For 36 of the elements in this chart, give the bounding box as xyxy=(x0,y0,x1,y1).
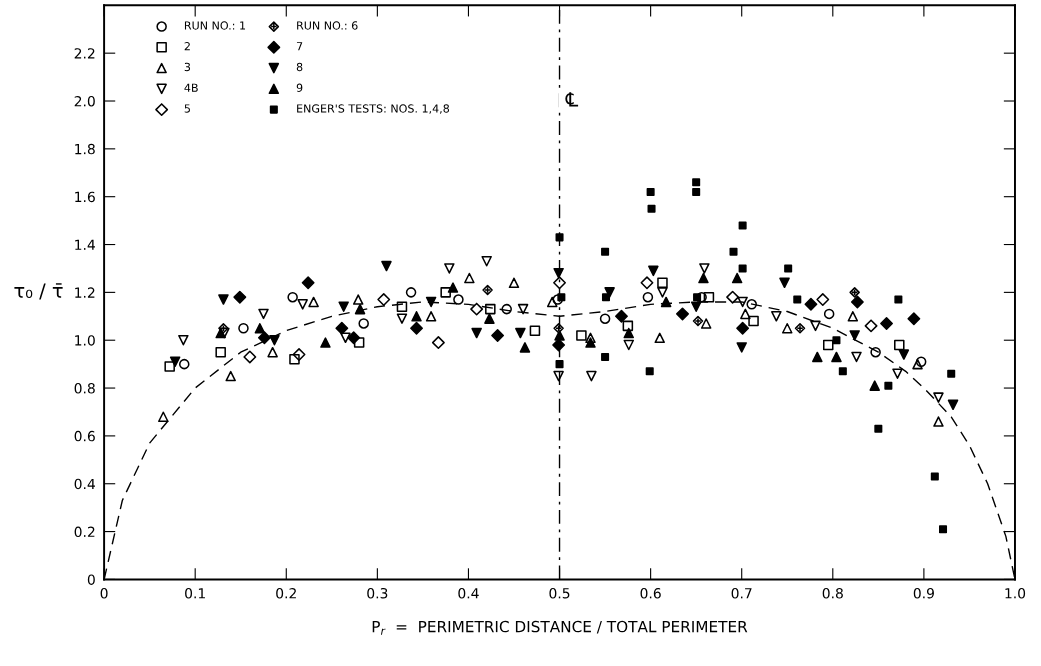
y-tick-label: 0.2 xyxy=(74,526,95,538)
y-tick-label: 1.4 xyxy=(75,239,95,250)
y-tick-label: 0.8 xyxy=(74,383,95,394)
x-tick-label: 1.0 xyxy=(1005,588,1026,599)
x-tick-label: 0.8 xyxy=(822,588,843,599)
legend-label: 2 xyxy=(184,42,190,51)
y-tick-label: 2.2 xyxy=(74,48,95,59)
x-tick-label: 0.1 xyxy=(185,588,205,599)
y-tick-label: 1.8 xyxy=(75,143,95,155)
x-tick-label: 0 xyxy=(100,588,108,599)
y-tick-label: 1.0 xyxy=(75,335,95,346)
legend-label: 9 xyxy=(296,83,303,92)
y-tick-label: 0 xyxy=(87,574,95,585)
x-tick-label: 0.5 xyxy=(549,588,570,599)
legend-label: 8 xyxy=(296,62,303,72)
legend-label: 5 xyxy=(184,104,190,113)
legend-label: RUN NO.: 1 xyxy=(184,21,246,30)
x-tick-label: 0.2 xyxy=(276,588,296,599)
y-tick-label: 0.6 xyxy=(74,430,95,442)
legend-label: ENGER'S TESTS: NOS. 1,4,8 xyxy=(297,104,450,114)
legend-label: RUN NO.: 6 xyxy=(297,21,358,30)
y-tick-label: 1.6 xyxy=(75,191,95,203)
x-tick-label: 0.6 xyxy=(640,588,661,599)
x-tick-label: 0.4 xyxy=(458,588,479,599)
y-tick-label: 2.0 xyxy=(74,95,95,107)
y-axis-title: τ₀ / τ̄ xyxy=(14,283,63,300)
legend-label: 4B xyxy=(184,83,198,92)
ref-line-label: ℄ xyxy=(565,92,579,107)
legend-label: 7 xyxy=(296,42,303,51)
x-axis-title: P$_{r}$ = PERIMETRIC DISTANCE / TOTAL PERIMETER xyxy=(372,620,748,635)
y-tick-label: 1.2 xyxy=(75,287,95,298)
x-tick-label: 0.3 xyxy=(367,588,388,599)
y-tick-label: 0.4 xyxy=(74,478,95,490)
x-tick-label: 0.9 xyxy=(913,588,934,599)
x-tick-label: 0.7 xyxy=(731,588,752,599)
legend-label: 3 xyxy=(184,62,191,72)
